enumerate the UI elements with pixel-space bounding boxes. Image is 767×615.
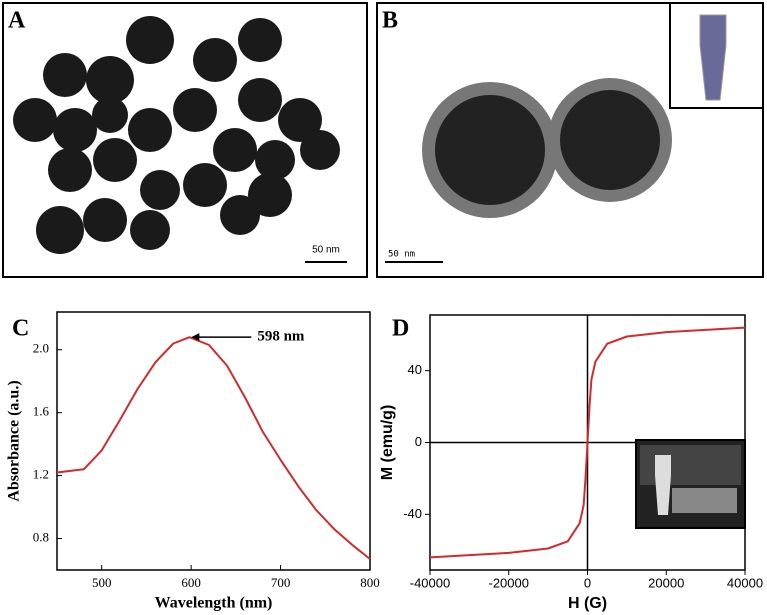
y-tick-label: -40 [403,506,422,521]
data-line [429,326,746,559]
x-tick-label: -40000 [410,575,450,590]
y-tick-label: 0 [415,434,422,449]
y-tick-label: 2.0 [33,341,49,356]
x-tick-label: 500 [92,575,112,590]
x-tick-label: -20000 [489,575,529,590]
x-axis-label: H (G) [568,595,607,612]
x-tick-label: 600 [181,575,201,590]
plot-frame [56,311,371,571]
y-axis-label: Absorbance (a.u.) [6,380,23,501]
y-tick-label: 1.6 [33,404,50,419]
y-tick-label: 1.2 [33,467,49,482]
panel-label: C [12,316,29,342]
panel-label: B [382,8,398,34]
scale-bar-label: 50 nm [388,250,415,260]
x-tick-label: 700 [271,575,291,590]
annotation: 598 nm [257,329,305,345]
vial [699,14,727,101]
data-line [56,336,371,560]
x-axis-label: Wavelength (nm) [155,595,273,612]
nanoparticles-a [13,16,340,254]
x-tick-label: 40000 [727,575,763,590]
y-axis-label: M (emu/g) [379,405,396,481]
panel-label: A [8,8,26,34]
y-tick-label: 0.8 [33,530,49,545]
y-tick-label: 40 [408,362,422,377]
x-tick-label: 20000 [648,575,684,590]
scale-bar-label: 50 nm [312,245,340,256]
x-tick-label: 0 [584,575,591,590]
magnet-photo [635,439,746,529]
annotation-arrowhead [191,333,200,342]
x-tick-label: 800 [360,575,380,590]
nanoparticles-b [422,78,672,218]
panel-label: D [392,316,409,342]
